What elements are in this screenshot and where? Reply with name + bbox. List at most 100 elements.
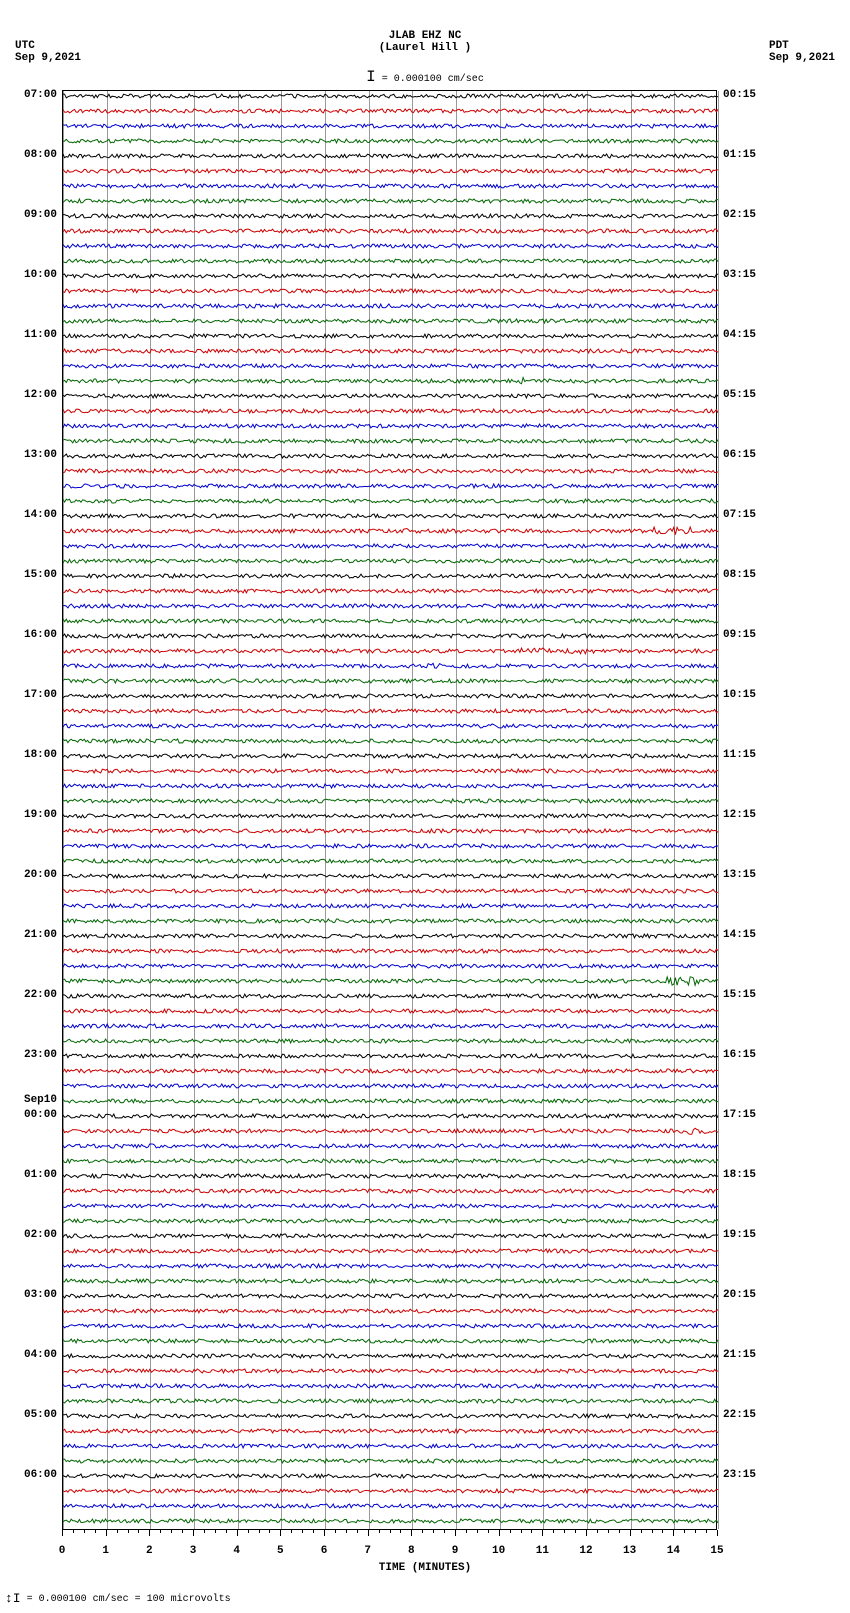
left-time-label: 08:00 (24, 149, 57, 161)
seismic-trace (63, 814, 718, 818)
x-tick-label: 8 (408, 1545, 415, 1557)
x-tick-label: 6 (321, 1545, 328, 1557)
seismic-trace (63, 769, 718, 773)
x-tick-minor (619, 1530, 620, 1533)
seismic-trace (63, 1504, 718, 1508)
seismic-trace (63, 349, 718, 353)
seismic-trace (63, 1159, 718, 1163)
left-time-label: 23:00 (24, 1049, 57, 1061)
seismic-trace (63, 1069, 718, 1073)
seismic-trace (63, 1219, 718, 1223)
scale-bar-icon: I (366, 68, 376, 86)
right-time-label: 17:15 (723, 1109, 756, 1121)
x-tick-minor (73, 1530, 74, 1533)
left-time-label: 00:00 (24, 1109, 57, 1121)
x-tick-label: 2 (146, 1545, 153, 1557)
seismic-trace (63, 1429, 718, 1433)
x-tick-minor (269, 1530, 270, 1533)
right-time-axis: 00:1501:1502:1503:1504:1505:1506:1507:15… (720, 90, 775, 1530)
traces-svg (63, 91, 718, 1531)
x-tick (368, 1530, 369, 1536)
seismic-trace (63, 919, 718, 923)
seismic-trace (63, 229, 718, 233)
left-time-label: 11:00 (24, 329, 57, 341)
seismic-trace (63, 527, 718, 535)
seismic-trace (63, 499, 718, 503)
x-tick-minor (160, 1530, 161, 1533)
x-tick (324, 1530, 325, 1536)
seismic-trace (63, 319, 718, 323)
seismic-trace (63, 994, 718, 998)
x-tick-label: 13 (623, 1545, 636, 1557)
seismic-trace (63, 1339, 718, 1343)
x-tick-label: 14 (667, 1545, 680, 1557)
x-tick-minor (575, 1530, 576, 1533)
seismic-trace (63, 274, 718, 278)
right-time-label: 02:15 (723, 209, 756, 221)
x-tick-minor (400, 1530, 401, 1533)
x-tick-minor (302, 1530, 303, 1533)
seismic-trace (63, 1039, 718, 1043)
seismic-trace (63, 289, 718, 293)
seismic-trace (63, 829, 718, 833)
x-tick-minor (662, 1530, 663, 1533)
x-tick-minor (608, 1530, 609, 1533)
left-time-label: 07:00 (24, 89, 57, 101)
right-time-label: 13:15 (723, 869, 756, 881)
pdt-label: PDT (769, 40, 835, 52)
x-tick-label: 9 (452, 1545, 459, 1557)
x-tick-minor (422, 1530, 423, 1533)
left-time-label: 18:00 (24, 749, 57, 761)
x-tick-label: 5 (277, 1545, 284, 1557)
x-tick-minor (444, 1530, 445, 1533)
right-time-label: 18:15 (723, 1169, 756, 1181)
x-tick (149, 1530, 150, 1536)
seismic-trace (63, 934, 718, 938)
seismic-trace (63, 304, 718, 308)
x-tick-label: 7 (364, 1545, 371, 1557)
left-time-label: 06:00 (24, 1469, 57, 1481)
seismic-trace (63, 844, 718, 848)
x-tick-minor (379, 1530, 380, 1533)
seismic-trace (63, 1279, 718, 1283)
right-time-label: 07:15 (723, 509, 756, 521)
seismic-trace (63, 378, 718, 384)
x-tick-minor (138, 1530, 139, 1533)
seismic-trace (63, 1474, 718, 1478)
seismic-trace (63, 1459, 718, 1463)
x-tick-minor (433, 1530, 434, 1533)
right-time-label: 08:15 (723, 569, 756, 581)
seismic-trace (63, 574, 718, 578)
x-tick-minor (248, 1530, 249, 1533)
seismic-trace (63, 709, 718, 713)
x-tick-minor (477, 1530, 478, 1533)
day-break-label: Sep10 (24, 1094, 57, 1106)
x-tick-minor (291, 1530, 292, 1533)
left-time-label: 22:00 (24, 989, 57, 1001)
right-time-label: 00:15 (723, 89, 756, 101)
x-tick-minor (597, 1530, 598, 1533)
seismic-trace (63, 589, 718, 593)
left-time-axis: 07:0008:0009:0010:0011:0012:0013:0014:00… (5, 90, 60, 1530)
x-tick-minor (488, 1530, 489, 1533)
left-time-label: 03:00 (24, 1289, 57, 1301)
right-time-label: 16:15 (723, 1049, 756, 1061)
seismic-trace (63, 1294, 718, 1298)
seismic-trace (63, 394, 718, 398)
header-center: JLAB EHZ NC (Laurel Hill ) (0, 30, 850, 54)
x-tick (62, 1530, 63, 1536)
x-tick-label: 1 (102, 1545, 109, 1557)
seismic-trace (63, 1249, 718, 1253)
x-tick-minor (564, 1530, 565, 1533)
seismic-trace (63, 1144, 718, 1148)
x-tick-minor (95, 1530, 96, 1533)
right-time-label: 21:15 (723, 1349, 756, 1361)
x-tick-minor (313, 1530, 314, 1533)
right-time-label: 03:15 (723, 269, 756, 281)
seismic-trace (63, 1099, 718, 1103)
seismic-trace (63, 259, 718, 263)
x-axis-title: TIME (MINUTES) (0, 1562, 850, 1574)
x-tick (237, 1530, 238, 1536)
x-tick-minor (641, 1530, 642, 1533)
left-time-label: 19:00 (24, 809, 57, 821)
